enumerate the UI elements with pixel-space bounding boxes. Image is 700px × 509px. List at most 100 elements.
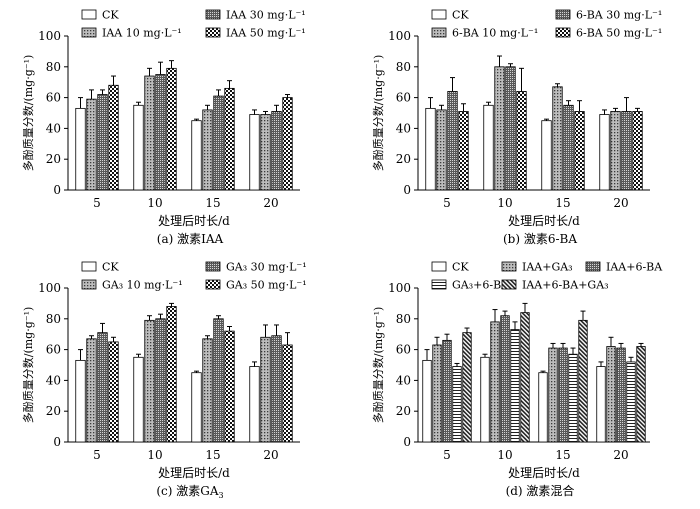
chart-panel-a: CK IAA 30 mg·L⁻¹ IAA 10 mg·L⁻¹ IAA 50 mg·L⁻… (0, 0, 350, 257)
bar (422, 359, 432, 443)
bar (97, 94, 108, 191)
x-tick-label: 5 (93, 196, 101, 210)
x-axis-label: 处理后时长/d (508, 466, 580, 480)
bar (458, 111, 469, 191)
legend-label: GA₃ 50 mg·L⁻¹ (226, 279, 307, 292)
bar (249, 114, 260, 191)
legend: CK 6-BA 30 mg·L⁻¹ 6-BA 10 mg·L⁻¹ 6-BA 50 mg… (431, 9, 662, 40)
legend-swatch (205, 9, 221, 20)
legend-swatch (501, 261, 517, 272)
bar (166, 306, 177, 443)
legend-label: IAA 30 mg·L⁻¹ (226, 9, 306, 22)
y-tick-label: 40 (396, 121, 411, 135)
chart-b: CK 6-BA 30 mg·L⁻¹ 6-BA 10 mg·L⁻¹ 6-BA 50 mg… (371, 9, 662, 247)
legend-label: CK (102, 9, 119, 22)
y-tick-label: 100 (38, 281, 61, 295)
y-tick-label: 60 (46, 91, 61, 105)
y-tick-label: 0 (403, 435, 411, 449)
legend-swatch (205, 27, 221, 38)
legend-label: IAA 10 mg·L⁻¹ (102, 27, 182, 40)
legend-item: IAA+GA₃ (501, 261, 573, 274)
bar (599, 114, 610, 191)
bar (249, 366, 260, 443)
bar (578, 319, 588, 443)
y-tick-label: 80 (396, 60, 411, 74)
bar (133, 104, 144, 191)
chart-caption: (d) 激素混合 (506, 483, 575, 498)
bar (548, 347, 558, 443)
x-axis-label: 处理后时长/d (508, 214, 580, 228)
y-axis-label: 多酚质量分数/(mg·g⁻¹) (21, 55, 35, 172)
bar (568, 353, 578, 443)
y-axis-label: 多酚质量分数/(mg·g⁻¹) (371, 55, 385, 172)
bar (260, 114, 271, 191)
legend-item: IAA 50 mg·L⁻¹ (205, 27, 306, 40)
legend-swatch (81, 279, 97, 290)
y-tick-label: 80 (46, 60, 61, 74)
legend-swatch (431, 27, 447, 38)
bar (282, 97, 293, 191)
legend-swatch (81, 9, 97, 20)
bar (86, 338, 97, 443)
bar (538, 372, 548, 443)
x-tick-label: 20 (613, 448, 628, 462)
legend-label: GA₃+6-BA (452, 279, 510, 292)
legend-item: GA₃+6-BA (431, 279, 510, 292)
bar (500, 315, 510, 443)
bar (144, 75, 155, 191)
legend-item: IAA 10 mg·L⁻¹ (81, 27, 182, 40)
bar (574, 111, 585, 191)
bar (610, 111, 621, 191)
chart-d: CK IAA+GA₃ IAA+6-BA GA₃+6-BA IAA+6-BA+GA₃ 0 20… (371, 261, 663, 499)
bar (191, 120, 202, 191)
bar (432, 344, 442, 443)
legend-label: 6-BA 50 mg·L⁻¹ (576, 27, 662, 40)
bar (202, 109, 213, 191)
bar (632, 111, 643, 191)
bar (133, 356, 144, 443)
bar (425, 107, 436, 191)
x-tick-label: 10 (147, 448, 162, 462)
legend-label: GA₃ 10 mg·L⁻¹ (102, 279, 183, 292)
x-tick-label: 15 (205, 448, 220, 462)
y-tick-label: 20 (46, 404, 61, 418)
y-tick-label: 0 (53, 183, 61, 197)
x-tick-label: 5 (443, 196, 451, 210)
bar (541, 120, 552, 191)
x-tick-label: 10 (497, 196, 512, 210)
legend-label: IAA+6-BA (606, 261, 663, 274)
x-tick-label: 20 (263, 196, 278, 210)
x-axis-label: 处理后时长/d (158, 214, 230, 228)
chart-panel-b: CK 6-BA 30 mg·L⁻¹ 6-BA 10 mg·L⁻¹ 6-BA 50 mg… (350, 0, 700, 257)
legend-swatch (431, 9, 447, 20)
x-tick-label: 5 (93, 448, 101, 462)
legend-item: CK (81, 261, 119, 274)
bar (621, 111, 632, 191)
bar (271, 111, 282, 191)
y-tick-label: 40 (396, 373, 411, 387)
chart-panel-d: CK IAA+GA₃ IAA+6-BA GA₃+6-BA IAA+6-BA+GA₃ 0 20… (350, 252, 700, 509)
y-tick-label: 100 (388, 29, 411, 43)
legend-label: GA₃ 30 mg·L⁻¹ (226, 261, 307, 274)
legend-item: GA₃ 50 mg·L⁻¹ (205, 279, 307, 292)
legend-swatch (205, 261, 221, 272)
y-tick-label: 60 (46, 343, 61, 357)
bar (108, 341, 119, 443)
legend-swatch (501, 279, 517, 290)
legend-swatch (81, 27, 97, 38)
bar (213, 318, 224, 443)
bar (144, 319, 155, 443)
bar (97, 332, 108, 443)
legend-item: IAA 30 mg·L⁻¹ (205, 9, 306, 22)
x-axis-label: 处理后时长/d (158, 466, 230, 480)
bar (436, 109, 447, 191)
bar (213, 95, 224, 191)
bar (462, 332, 472, 443)
bar (166, 67, 177, 191)
bar (552, 86, 563, 191)
legend-swatch (205, 279, 221, 290)
bar (596, 366, 606, 443)
y-tick-label: 20 (396, 152, 411, 166)
legend-label: 6-BA 30 mg·L⁻¹ (576, 9, 662, 22)
y-tick-label: 20 (396, 404, 411, 418)
